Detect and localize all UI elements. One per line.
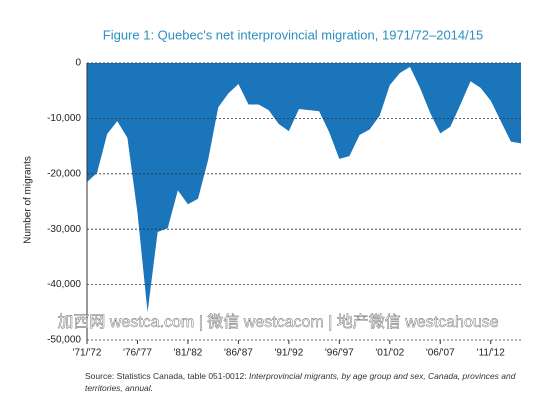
area — [87, 63, 521, 313]
x-tick-label: '91/'92 — [274, 348, 303, 359]
source-text: Source: Statistics Canada, table 051-001… — [85, 371, 249, 381]
x-tick-label: '11/'12 — [477, 348, 506, 359]
x-tick-label: '96/'97 — [325, 348, 354, 359]
source-title: Interprovincial migrants, by age group a… — [85, 371, 516, 393]
y-tick-label: -40,000 — [47, 279, 81, 290]
source: Source: Statistics Canada, table 051-001… — [85, 370, 535, 394]
x-tick-label: '01/'02 — [375, 348, 404, 359]
x-tick-label: '76/'77 — [123, 348, 152, 359]
y-axis-label: Number of migrants — [23, 156, 34, 244]
y-tick-label: 0 — [75, 58, 81, 69]
y-tick-label: -10,000 — [47, 113, 81, 124]
y-tick-label: -30,000 — [47, 224, 81, 235]
x-tick-label: '86/'87 — [224, 348, 253, 359]
x-tick-label: '06/'07 — [426, 348, 455, 359]
x-tick-label: '81/'82 — [174, 348, 203, 359]
x-tick-label: '71/'72 — [73, 348, 102, 359]
watermark: 加西网 westca.com | 微信 westcacom | 地产微信 wes… — [57, 313, 498, 331]
chart-title: Figure 1: Quebec's net interprovincial m… — [103, 27, 483, 42]
y-tick-label: -20,000 — [47, 168, 81, 179]
y-tick-label: -50,000 — [47, 335, 81, 346]
